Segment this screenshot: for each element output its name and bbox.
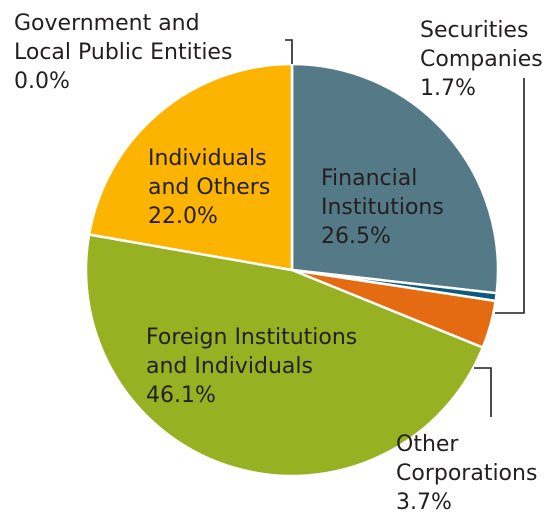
label-name-line: Government and [14, 11, 200, 36]
label-name-line: Companies [420, 47, 543, 72]
label-name-line: Individuals [148, 146, 267, 171]
label-value: 22.0% [148, 204, 218, 229]
label-value: 0.0% [14, 69, 70, 94]
label-name-line: Financial [321, 166, 417, 191]
label-other-corporations: Other Corporations 3.7% [396, 432, 537, 515]
label-foreign-institutions-and-individuals: Foreign Institutions and Individuals 46.1% [146, 325, 357, 408]
leader-government [285, 39, 293, 64]
label-securities-companies: Securities Companies 1.7% [420, 18, 543, 101]
label-name-line: and Individuals [146, 354, 313, 379]
label-financial-institutions: Financial Institutions 26.5% [321, 166, 444, 249]
slice-foreign-institutions-and-individuals [84, 233, 485, 478]
label-value: 46.1% [146, 383, 216, 408]
label-name-line: Other [396, 432, 459, 457]
slice-financial-institutions [290, 62, 500, 295]
label-value: 3.7% [396, 490, 452, 515]
leader-lines [285, 39, 525, 417]
label-name-line: Corporations [396, 461, 537, 486]
label-government-and-local-public-entities: Government and Local Public Entities 0.0% [14, 11, 232, 94]
leader-securities [495, 78, 525, 314]
slice-labels: Financial Institutions 26.5% Securities Comp… [14, 11, 543, 515]
label-individuals-and-others: Individuals and Others 22.0% [148, 146, 270, 229]
label-name-line: Local Public Entities [14, 40, 232, 65]
label-name-line: Foreign Institutions [146, 325, 357, 350]
label-value: 26.5% [321, 224, 391, 249]
pie-slices [84, 62, 500, 478]
leader-other-corporations [474, 367, 492, 417]
label-value: 1.7% [420, 76, 476, 101]
slice-individuals-and-others [87, 62, 294, 272]
label-name-line: and Others [148, 175, 270, 200]
label-name-line: Institutions [321, 195, 444, 220]
label-name-line: Securities [420, 18, 528, 43]
